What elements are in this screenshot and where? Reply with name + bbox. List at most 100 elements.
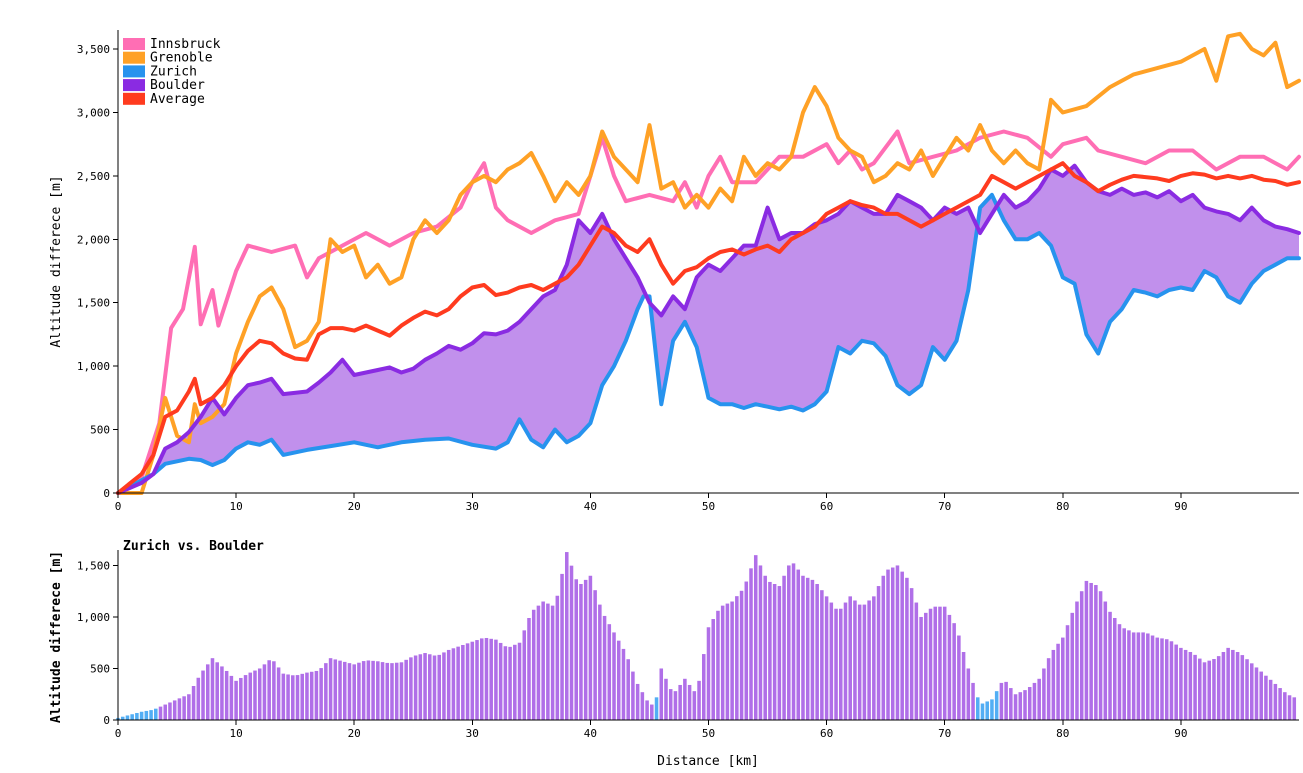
bar-boulder <box>961 652 966 720</box>
bar-boulder <box>333 659 338 720</box>
bar-boulder <box>612 632 616 720</box>
bar-boulder <box>890 567 895 720</box>
bar-boulder <box>272 661 276 720</box>
bottom-chart-title: Zurich vs. Boulder <box>123 539 264 554</box>
bar-boulder <box>867 600 871 720</box>
bar-boulder <box>687 684 692 720</box>
bar-boulder <box>187 694 191 720</box>
bar-boulder <box>1084 580 1089 720</box>
top-series-group <box>116 31 1301 495</box>
bar-boulder <box>758 565 763 720</box>
bar-boulder <box>470 641 475 720</box>
bar-boulder <box>1164 639 1169 720</box>
bottom-x-tick-label: 30 <box>466 727 479 740</box>
bar-boulder <box>1103 601 1108 720</box>
series-line-innsbruck <box>116 129 1301 495</box>
top-y-tick-label: 0 <box>103 487 110 500</box>
legend-swatch-boulder <box>123 79 145 92</box>
bar-boulder <box>697 680 701 720</box>
bar-boulder <box>234 680 238 720</box>
bar-boulder <box>782 575 786 720</box>
zurich-boulder-fill-area <box>118 165 1299 493</box>
bar-boulder <box>1273 683 1278 720</box>
bar-boulder <box>1108 611 1112 720</box>
bar-boulder <box>829 602 834 720</box>
bar-boulder <box>1051 649 1056 720</box>
bar-boulder <box>588 575 593 720</box>
bar-boulder <box>801 575 805 720</box>
bar-boulder <box>834 608 838 720</box>
bar-boulder <box>957 635 961 720</box>
bar-boulder <box>182 696 186 720</box>
bar-boulder <box>442 652 446 720</box>
bar-boulder <box>1202 662 1207 720</box>
bar-boulder <box>1240 655 1245 720</box>
bar-boulder <box>947 614 952 720</box>
bar-boulder <box>220 666 224 720</box>
bar-boulder <box>257 668 262 720</box>
bar-boulder <box>428 654 432 720</box>
bar-zurich <box>980 703 985 720</box>
bar-boulder <box>409 657 413 720</box>
bar-boulder <box>602 615 607 720</box>
bar-boulder <box>1061 637 1065 720</box>
bar-boulder <box>872 596 876 720</box>
x-axis-title: Distance [km] <box>657 754 759 769</box>
bar-boulder <box>300 673 304 720</box>
bottom-bar-chart: 0 500 1,000 1,500 0 10 20 30 40 50 60 70 80 90 Zurich… <box>49 539 1299 769</box>
bottom-x-tick-label: 20 <box>348 727 361 740</box>
bar-zurich <box>149 710 153 720</box>
bar-boulder <box>635 683 640 720</box>
bar-boulder <box>1094 585 1098 720</box>
bar-zurich <box>994 691 999 720</box>
bar-boulder <box>1259 671 1263 720</box>
bar-boulder <box>1292 697 1297 720</box>
bar-boulder <box>461 644 465 720</box>
bar-boulder <box>513 644 517 720</box>
bar-boulder <box>772 584 777 720</box>
bar-boulder <box>839 608 843 720</box>
legend-label-grenoble: Grenoble <box>150 51 213 66</box>
bar-boulder <box>555 595 560 720</box>
bar-boulder <box>1089 582 1093 720</box>
bar-boulder <box>451 648 456 720</box>
bar-boulder <box>338 660 342 720</box>
bar-boulder <box>1231 649 1235 720</box>
top-x-tick-label: 80 <box>1056 500 1069 513</box>
bar-boulder <box>239 677 243 720</box>
bar-boulder <box>1268 679 1273 720</box>
bar-boulder <box>905 577 909 720</box>
bar-boulder <box>763 575 767 720</box>
bar-boulder <box>210 658 215 720</box>
bar-boulder <box>1042 668 1046 720</box>
bar-boulder <box>1098 591 1103 720</box>
bar-boulder <box>862 604 867 720</box>
bar-boulder <box>616 640 621 720</box>
bar-boulder <box>914 602 919 720</box>
bar-boulder <box>1235 652 1240 720</box>
bar-boulder <box>371 660 375 720</box>
bar-boulder <box>1188 652 1193 720</box>
bar-boulder <box>730 601 734 720</box>
bar-boulder <box>201 670 205 720</box>
bar-boulder <box>324 663 328 720</box>
top-axes: 0 500 1,000 1,500 2,000 2,500 3,000 3,500 0 10 20 3… <box>77 30 1299 513</box>
bar-boulder <box>999 682 1004 720</box>
bar-boulder <box>1245 659 1249 720</box>
bar-boulder <box>262 664 267 720</box>
bar-boulder <box>494 639 498 720</box>
bottom-y-axis-title: Altitude differece [m] <box>49 551 64 723</box>
bar-boulder <box>1037 678 1041 720</box>
bar-boulder <box>1174 644 1178 720</box>
top-y-axis-title: Altitude differece [m] <box>49 175 64 347</box>
top-y-tick-label: 2,000 <box>77 233 110 246</box>
bar-boulder <box>716 610 720 720</box>
bar-boulder <box>508 646 512 720</box>
bar-boulder <box>942 606 947 720</box>
bottom-x-tick-label: 0 <box>115 727 122 740</box>
bar-boulder <box>1212 659 1216 720</box>
bar-boulder <box>791 563 796 720</box>
bar-boulder <box>1150 635 1155 720</box>
